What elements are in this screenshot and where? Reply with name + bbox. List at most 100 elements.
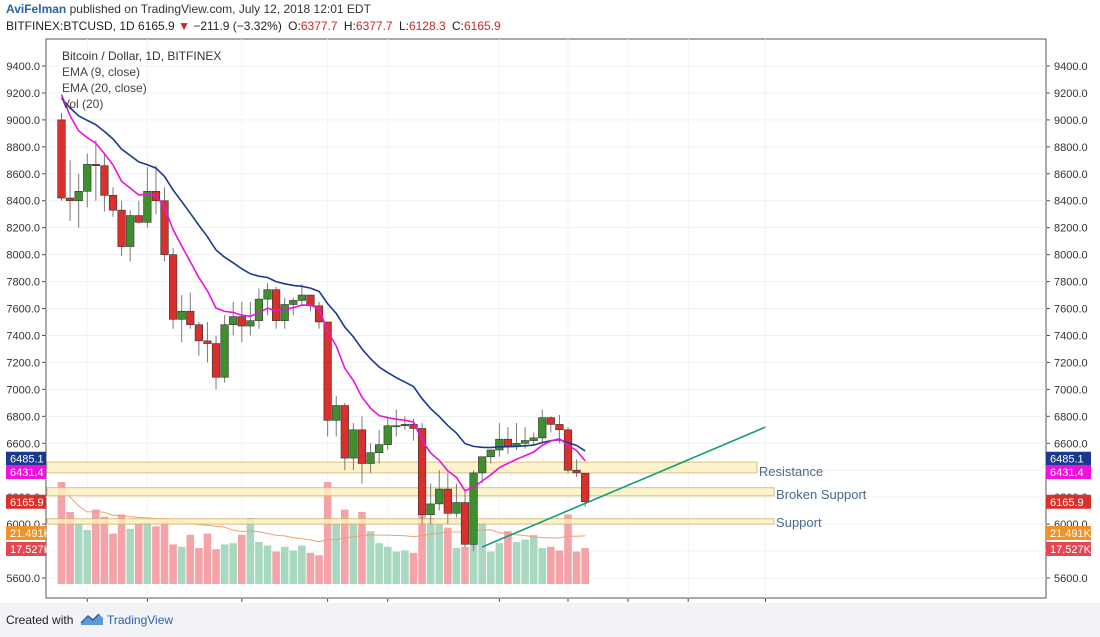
candle-body[interactable] xyxy=(108,195,118,211)
candle-body[interactable] xyxy=(117,209,126,247)
candle-body[interactable] xyxy=(246,320,255,327)
candle-body[interactable] xyxy=(563,429,573,471)
candle-body[interactable] xyxy=(503,438,513,447)
zone-band[interactable] xyxy=(46,518,775,525)
candle-body[interactable] xyxy=(306,294,315,307)
candle-body[interactable] xyxy=(452,502,461,514)
y-tick-label-left: 7000.0 xyxy=(6,384,40,396)
candle-body[interactable] xyxy=(314,305,324,323)
candle-body[interactable] xyxy=(229,316,238,325)
candle-body[interactable] xyxy=(495,438,504,451)
candle-body[interactable] xyxy=(426,503,435,515)
candle-body[interactable] xyxy=(375,444,384,453)
y-tick-label-right: 7800.0 xyxy=(1054,277,1088,289)
candle-body[interactable] xyxy=(340,405,349,459)
volume-bar xyxy=(426,518,435,584)
volume-bar xyxy=(57,482,66,584)
candle-body[interactable] xyxy=(529,437,538,441)
volume-bar xyxy=(469,537,478,584)
candle-body[interactable] xyxy=(177,310,186,320)
candle-body[interactable] xyxy=(126,215,135,247)
candle-body[interactable] xyxy=(443,488,452,514)
candle-body[interactable] xyxy=(237,316,246,327)
candle-body[interactable] xyxy=(254,298,264,321)
volume-bar xyxy=(229,543,237,584)
volume-bar xyxy=(272,551,280,584)
candle-body[interactable] xyxy=(366,452,375,464)
y-tick-label-left: 7400.0 xyxy=(6,330,40,342)
candle-body[interactable] xyxy=(486,449,495,458)
y-tick-label-left: 8600.0 xyxy=(6,169,40,181)
candle-body[interactable] xyxy=(272,289,281,321)
candle-body[interactable] xyxy=(546,417,555,425)
candle-body[interactable] xyxy=(83,164,92,192)
volume-bar xyxy=(521,539,529,584)
close-label: C: xyxy=(452,19,464,33)
candle-body[interactable] xyxy=(74,191,83,202)
y-tick-label-right: 5600.0 xyxy=(1054,573,1088,585)
candle-body[interactable] xyxy=(417,428,427,515)
candle-body[interactable] xyxy=(409,424,418,429)
legend-ema9: EMA (9, close) xyxy=(62,65,140,79)
y-tick-label-right: 8800.0 xyxy=(1054,142,1088,154)
candle-body[interactable] xyxy=(520,440,530,444)
candle-body[interactable] xyxy=(323,321,332,421)
candle-body[interactable] xyxy=(332,405,341,421)
candle-body[interactable] xyxy=(194,324,203,342)
candle-body[interactable] xyxy=(289,300,298,305)
author-name[interactable]: AviFelman xyxy=(6,2,67,16)
candle-body[interactable] xyxy=(581,472,590,503)
candle-body[interactable] xyxy=(538,417,547,439)
candle-body[interactable] xyxy=(392,425,401,428)
plot-area[interactable] xyxy=(45,38,1047,599)
symbol-label: BITFINEX:BTCUSD, 1D xyxy=(6,19,135,33)
y-tick-label-right: 7600.0 xyxy=(1054,304,1088,316)
tradingview-brand[interactable]: TradingView xyxy=(107,613,174,627)
candle-body[interactable] xyxy=(383,425,392,445)
volume-ma-value-label-right: 21.491K xyxy=(1050,528,1092,540)
volume-bar xyxy=(461,546,469,584)
volume-bar xyxy=(134,524,143,584)
candle-body[interactable] xyxy=(203,340,212,344)
volume-bar xyxy=(315,555,323,584)
ema9-value-label-left: 6431.4 xyxy=(10,467,44,479)
candle-body[interactable] xyxy=(186,310,195,325)
trend-line[interactable] xyxy=(481,426,766,548)
volume-bar xyxy=(444,527,452,584)
volume-bar xyxy=(401,550,409,584)
candle-body[interactable] xyxy=(280,304,289,321)
y-tick-label-left: 8800.0 xyxy=(6,142,40,154)
candle-body[interactable] xyxy=(143,191,152,223)
candle-body[interactable] xyxy=(169,254,178,320)
volume-bar xyxy=(375,543,383,584)
candle-body[interactable] xyxy=(100,165,109,196)
tradingview-logo-icon[interactable] xyxy=(80,611,104,627)
candle-body[interactable] xyxy=(297,294,306,301)
candle-body[interactable] xyxy=(134,215,143,223)
candle-body[interactable] xyxy=(65,197,75,202)
candle-body[interactable] xyxy=(57,119,66,199)
candle-body[interactable] xyxy=(460,502,470,545)
price-chart[interactable]: 9400.0 9400.0 9200.0 9200.0 9000.0 9000.0 8800… xyxy=(0,36,1100,603)
candle-body[interactable] xyxy=(349,429,358,459)
candle-body[interactable] xyxy=(400,424,410,427)
candle-body[interactable] xyxy=(263,289,272,300)
candle-body[interactable] xyxy=(478,456,487,474)
candle-body[interactable] xyxy=(211,343,221,378)
candle-body[interactable] xyxy=(469,472,478,545)
candle-body[interactable] xyxy=(357,429,367,464)
candle-body[interactable] xyxy=(160,200,169,255)
candle-body[interactable] xyxy=(220,324,229,378)
candle-body[interactable] xyxy=(572,469,581,474)
candle-body[interactable] xyxy=(435,488,444,505)
open-value: 6377.7 xyxy=(300,19,338,33)
close-value-box-right xyxy=(1046,494,1091,509)
candle-body[interactable] xyxy=(91,164,100,167)
volume-bar xyxy=(504,531,512,584)
volume-ma-value-box-right xyxy=(1046,526,1091,540)
zone-band[interactable] xyxy=(46,487,775,497)
candle-body[interactable] xyxy=(555,424,564,431)
zone-band[interactable] xyxy=(46,461,758,474)
ohlc-line: BITFINEX:BTCUSD, 1D 6165.9 ▼ −211.9 (−3.… xyxy=(6,19,501,33)
ema20-value-box-left xyxy=(6,451,46,466)
